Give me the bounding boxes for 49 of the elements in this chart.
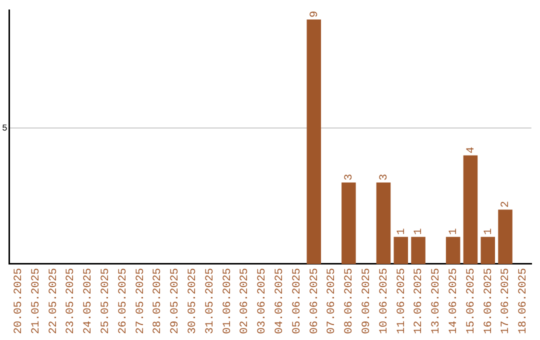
x-tick-label: 12.06.2025 xyxy=(413,268,426,334)
bar xyxy=(480,236,496,264)
data-label: 1 xyxy=(396,228,408,235)
x-tick-label: 08.06.2025 xyxy=(344,268,356,334)
x-tick-label: 10.06.2025 xyxy=(378,268,390,334)
x-tick-label: 27.05.2025 xyxy=(134,268,147,334)
x-tick-label: 09.06.2025 xyxy=(360,268,373,334)
x-tick-label: 16.06.2025 xyxy=(482,268,495,334)
bar xyxy=(342,182,356,264)
x-tick-label: 28.05.2025 xyxy=(152,268,164,334)
x-tick-label: 22.05.2025 xyxy=(48,268,60,334)
x-tick-label: 07.06.2025 xyxy=(326,268,338,334)
data-label: 1 xyxy=(448,228,460,235)
x-tick-label: 18.06.2025 xyxy=(518,268,530,334)
x-tick-label: 03.06.2025 xyxy=(256,268,269,334)
bar xyxy=(463,155,478,264)
data-label: 4 xyxy=(465,146,478,154)
data-label: 2 xyxy=(500,201,512,208)
x-tick-label: 31.05.2025 xyxy=(204,268,216,334)
data-label: 3 xyxy=(344,174,356,180)
bar xyxy=(306,20,322,264)
data-label: 9 xyxy=(308,10,321,18)
bar xyxy=(498,210,512,264)
x-tick-label: 25.05.2025 xyxy=(100,268,112,334)
x-tick-label: 30.05.2025 xyxy=(186,268,199,334)
x-tick-label: 26.05.2025 xyxy=(117,268,130,334)
x-tick-label: 02.06.2025 xyxy=(239,268,252,334)
x-tick-label: 05.06.2025 xyxy=(291,268,304,334)
y-tick-label: 5 xyxy=(2,124,8,134)
x-tick-label: 17.06.2025 xyxy=(500,268,512,334)
bar xyxy=(411,236,426,264)
x-tick-label: 14.06.2025 xyxy=(448,268,460,334)
x-tick-label: 20.05.2025 xyxy=(13,268,26,334)
x-tick-label: 21.05.2025 xyxy=(30,268,42,334)
bar xyxy=(446,236,460,264)
data-label: 3 xyxy=(378,174,390,180)
x-tick-label: 11.06.2025 xyxy=(396,268,408,334)
x-tick-label: 29.05.2025 xyxy=(170,268,182,334)
x-tick-label: 15.06.2025 xyxy=(465,268,478,334)
x-tick-label: 24.05.2025 xyxy=(82,268,95,334)
x-tick-label: 13.06.2025 xyxy=(430,268,443,334)
x-tick-label: 06.06.2025 xyxy=(308,268,321,334)
data-label: 1 xyxy=(413,228,426,235)
data-label: 1 xyxy=(482,228,495,235)
bar xyxy=(394,236,408,264)
x-tick-label: 23.05.2025 xyxy=(65,268,78,334)
x-tick-label: 04.06.2025 xyxy=(274,268,286,334)
x-tick-label: 01.06.2025 xyxy=(222,268,234,334)
bar xyxy=(376,182,391,264)
